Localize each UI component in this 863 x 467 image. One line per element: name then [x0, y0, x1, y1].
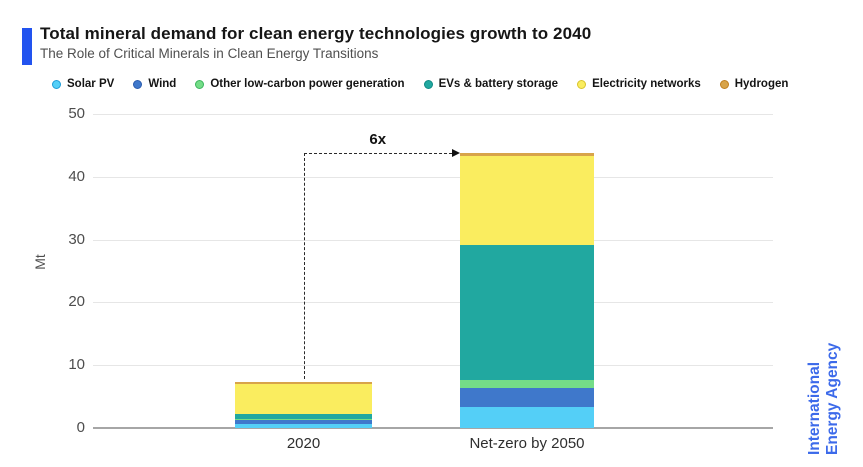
gridline: [93, 114, 773, 115]
bar-segment-wind: [460, 388, 594, 407]
legend-label: Electricity networks: [592, 78, 701, 90]
gridline: [93, 302, 773, 304]
iea-logo-line1: International: [806, 361, 823, 455]
bar-segment-hydrogen: [460, 152, 594, 157]
legend-item: EVs & battery storage: [423, 78, 559, 90]
legend-label: Solar PV: [67, 78, 115, 90]
y-tick-label: 0: [76, 419, 85, 436]
bar-segment-evs-battery-storage: [460, 245, 594, 380]
legend-dot-icon: [133, 79, 143, 89]
growth-annotation-horizontal-line: [303, 152, 452, 154]
gridline: [93, 365, 773, 367]
legend-item: Other low-carbon power generation: [195, 78, 405, 90]
growth-annotation-arrowhead-icon: [452, 148, 460, 157]
y-tick-label: 30: [68, 230, 85, 248]
legend-label: Hydrogen: [734, 78, 789, 90]
bar-segment-hydrogen: [235, 382, 372, 385]
x-axis-line: [93, 427, 773, 429]
legend-item: Wind: [133, 78, 176, 90]
legend-item: Solar PV: [52, 78, 114, 90]
title-accent-bar: [22, 28, 32, 65]
legend-label: Other low-carbon power generation: [210, 78, 405, 90]
gridline: [93, 176, 773, 178]
legend-item: Electricity networks: [577, 78, 701, 90]
iea-logo-line2: Energy Agency: [824, 342, 841, 455]
y-tick-label: 50: [68, 105, 85, 122]
legend-item: Hydrogen: [719, 78, 789, 90]
y-tick-label: 40: [68, 167, 85, 185]
iea-vertical-logo: International Energy Agency: [806, 305, 842, 455]
legend-dot-icon: [577, 79, 587, 89]
legend-dot-icon: [423, 79, 433, 89]
bar-segment-solar-pv: [235, 424, 372, 428]
chart-title: Total mineral demand for clean energy te…: [40, 24, 592, 43]
legend-label: EVs & battery storage: [438, 78, 559, 90]
x-tick-label: Net-zero by 2050: [469, 435, 585, 452]
x-tick-label: 2020: [286, 435, 321, 452]
bar-segment-wind: [235, 420, 372, 425]
y-axis-unit-label: Mt: [32, 254, 48, 270]
legend-label: Wind: [148, 78, 177, 90]
y-tick-label: 20: [68, 293, 85, 311]
legend-dot-icon: [52, 79, 61, 89]
bar-segment-electricity-networks: [235, 384, 372, 414]
legend-dot-icon: [719, 79, 729, 89]
bar-segment-other-low-carbon-power-generation: [460, 379, 594, 389]
legend-dot-icon: [195, 79, 205, 89]
gridline: [93, 239, 773, 241]
y-tick-label: 10: [68, 356, 85, 374]
bar-segment-evs-battery-storage: [235, 413, 372, 420]
bar-segment-electricity-networks: [460, 156, 594, 246]
bar-segment-other-low-carbon-power-generation: [235, 419, 372, 421]
bar-segment-solar-pv: [460, 406, 594, 428]
growth-annotation-vertical-line: [303, 152, 305, 380]
chart-subtitle: The Role of Critical Minerals in Clean E…: [40, 46, 379, 61]
growth-multiplier-label: 6x: [369, 130, 387, 148]
legend: Solar PV Wind Other low-carbon power gener…: [52, 78, 788, 90]
